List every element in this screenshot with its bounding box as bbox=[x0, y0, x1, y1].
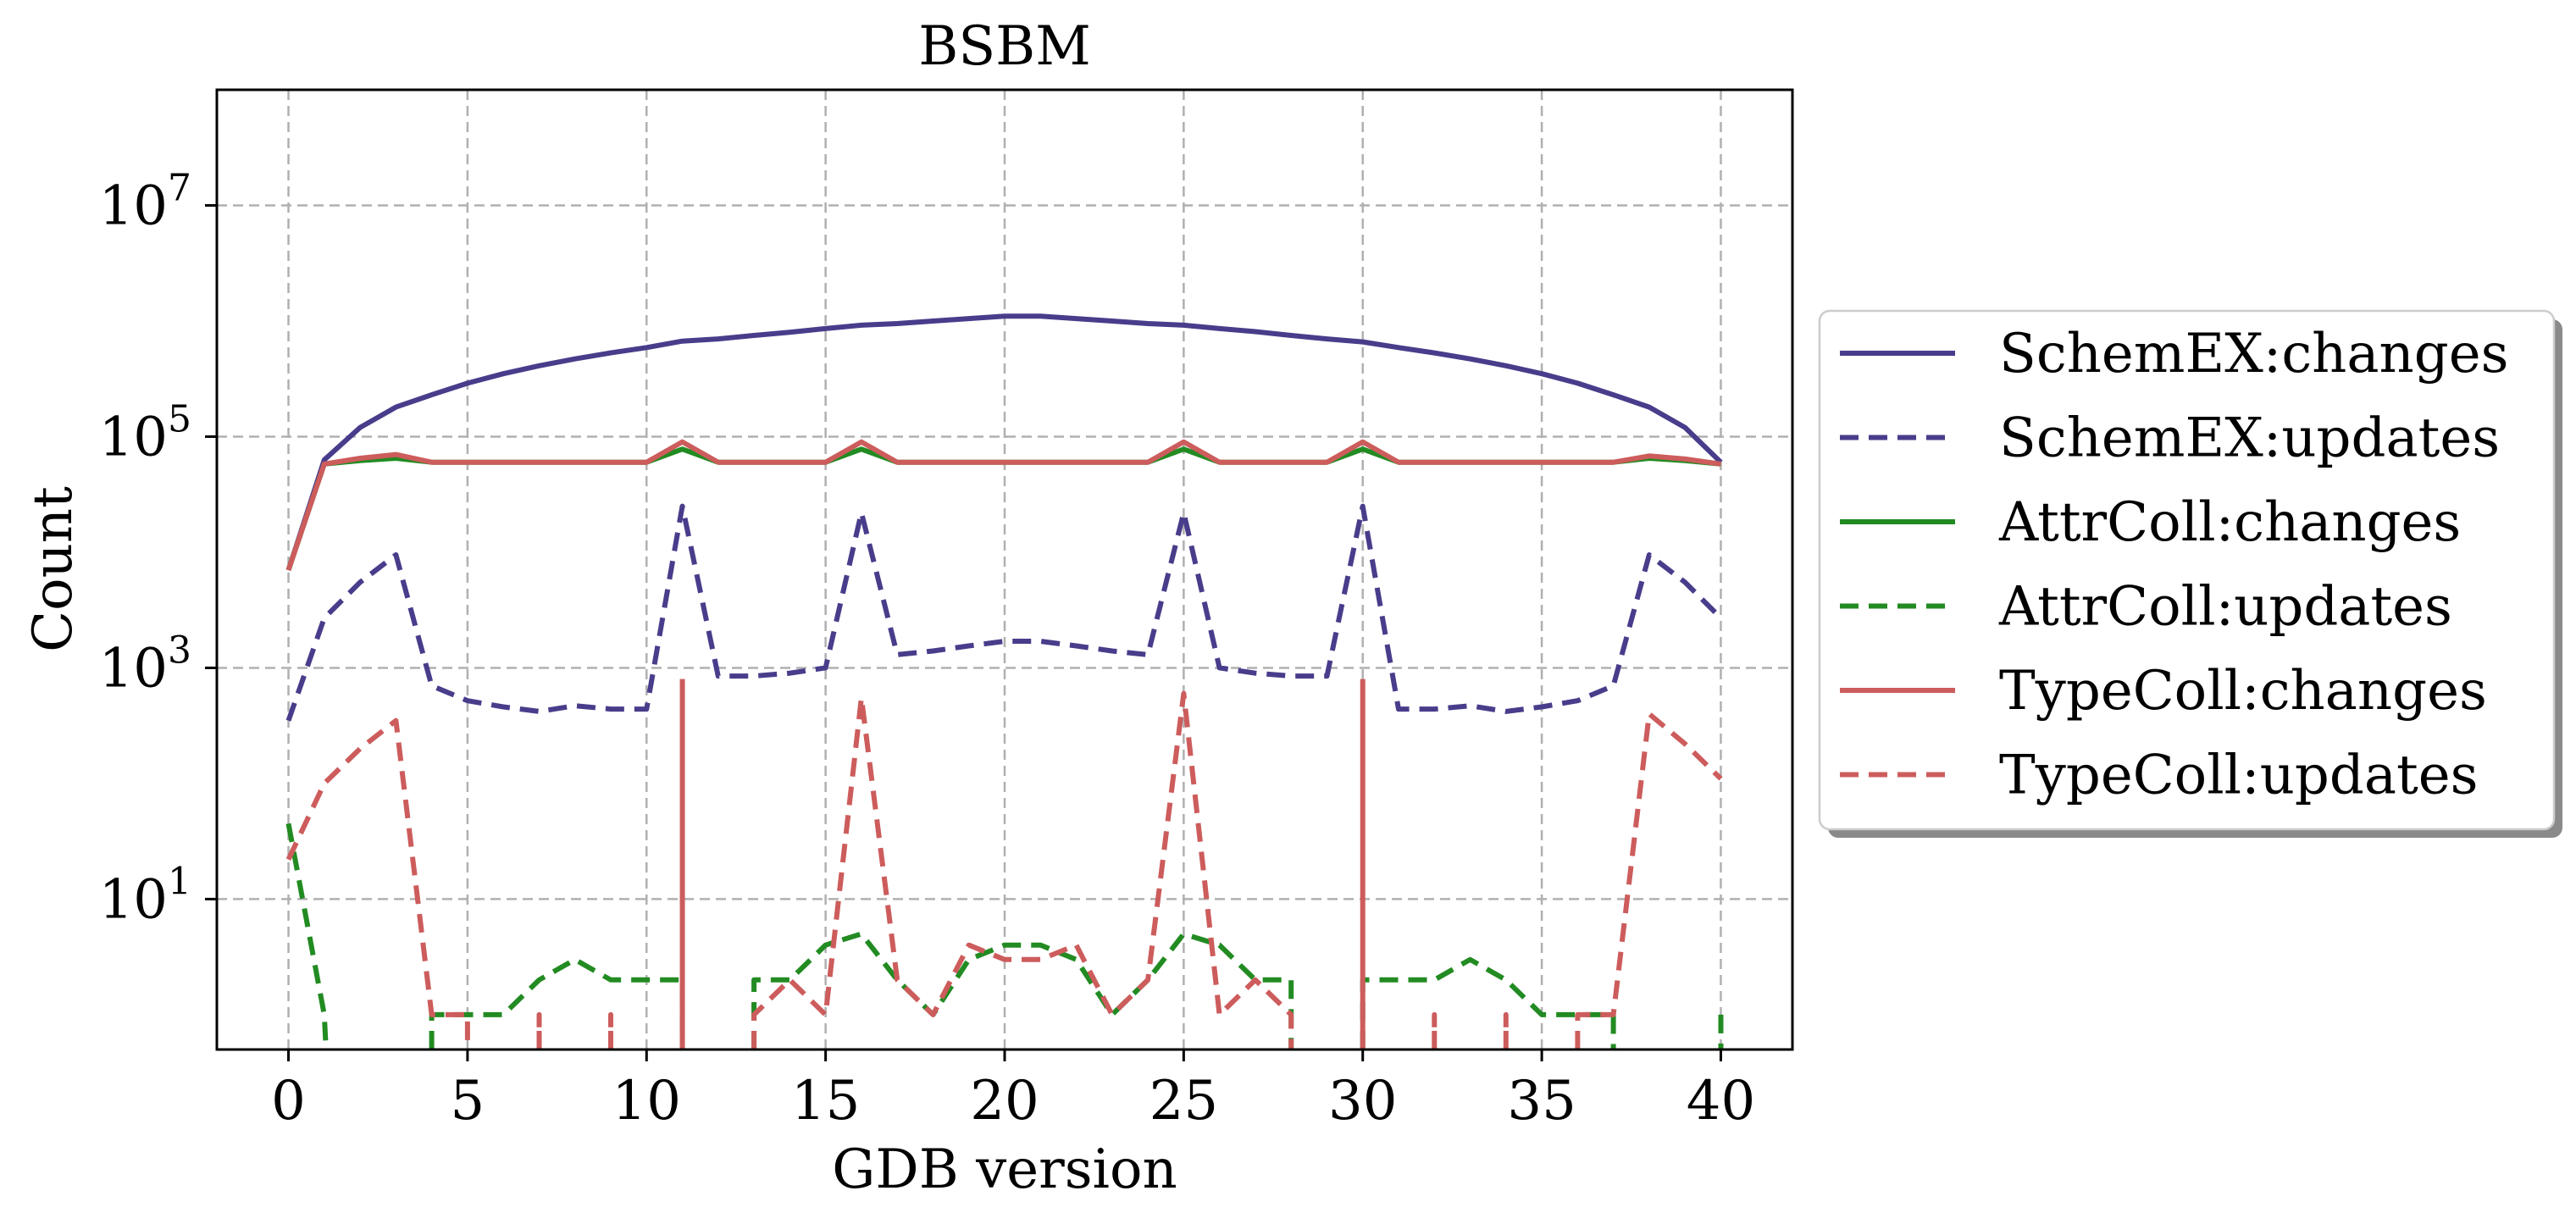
plot-frame bbox=[215, 88, 1794, 1051]
y-axis-label: Count bbox=[22, 486, 85, 652]
series-line bbox=[751, 931, 1294, 1050]
series-typecoll-changes bbox=[285, 439, 1721, 1050]
y-tick-label: 101 bbox=[99, 860, 191, 931]
legend-label: SchemEX:changes bbox=[1999, 323, 2508, 385]
series-schemex-changes bbox=[285, 313, 1723, 572]
x-axis: 0 5 10 15 20 25 30 35 40 bbox=[271, 1050, 1755, 1133]
y-tick-label: 107 bbox=[99, 166, 191, 237]
series-line bbox=[285, 503, 1723, 722]
legend-label: SchemEX:updates bbox=[1999, 407, 2500, 470]
series-line bbox=[751, 690, 1294, 1050]
x-tick-label: 10 bbox=[612, 1070, 681, 1133]
series-schemex-updates bbox=[285, 503, 1723, 722]
series-line bbox=[285, 717, 470, 1050]
x-tick-label: 5 bbox=[451, 1070, 485, 1133]
x-axis-label: GDB version bbox=[832, 1138, 1177, 1201]
series-typecoll-updates bbox=[285, 690, 1723, 1050]
x-tick-label: 20 bbox=[970, 1070, 1039, 1133]
legend-item: AttrColl:updates bbox=[1840, 576, 2452, 639]
series-layer bbox=[285, 313, 1724, 1050]
legend-item: TypeColl:changes bbox=[1840, 660, 2487, 723]
legend-label: AttrColl:updates bbox=[1998, 576, 2452, 639]
series-line bbox=[285, 313, 1723, 572]
x-tick-label: 35 bbox=[1507, 1070, 1576, 1133]
series-line bbox=[1360, 956, 1616, 1050]
series-line bbox=[285, 822, 329, 1050]
series-line bbox=[1575, 711, 1723, 1050]
x-tick-label: 30 bbox=[1328, 1070, 1397, 1133]
x-tick-label: 0 bbox=[271, 1070, 306, 1133]
legend-label: AttrColl:changes bbox=[1998, 491, 2461, 554]
legend-box bbox=[1818, 309, 2556, 831]
legend-item: SchemEX:updates bbox=[1840, 407, 2500, 470]
grid bbox=[217, 90, 1792, 1050]
y-axis: 101 103 105 107 bbox=[99, 166, 217, 931]
legend-label: TypeColl:updates bbox=[1999, 745, 2478, 807]
legend-item: TypeColl:updates bbox=[1840, 745, 2478, 807]
chart-title: BSBM bbox=[918, 15, 1090, 78]
legend-item: AttrColl:changes bbox=[1840, 491, 2461, 554]
y-tick-label: 103 bbox=[99, 629, 191, 700]
series-line bbox=[285, 439, 1721, 572]
legend: SchemEX:changes SchemEX:updates AttrColl:c… bbox=[1818, 309, 2562, 838]
x-tick-label: 40 bbox=[1687, 1070, 1755, 1133]
x-tick-label: 25 bbox=[1150, 1070, 1218, 1133]
legend-item: SchemEX:changes bbox=[1840, 323, 2508, 385]
legend-label: TypeColl:changes bbox=[1999, 660, 2487, 723]
x-tick-label: 15 bbox=[791, 1070, 860, 1133]
y-tick-label: 105 bbox=[99, 397, 191, 468]
